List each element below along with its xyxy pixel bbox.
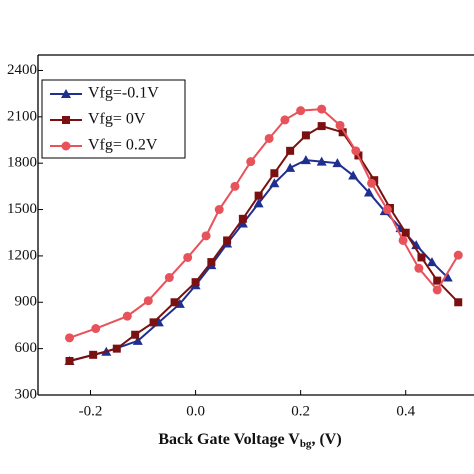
y-tick-label: 2100 (7, 108, 37, 124)
marker (367, 178, 377, 188)
y-tick-label: 300 (15, 386, 38, 402)
marker (301, 131, 310, 140)
marker (61, 141, 71, 151)
x-label-tail: , (V) (311, 431, 341, 448)
legend-label: Vfg= 0V (88, 111, 146, 128)
marker (432, 285, 442, 295)
marker (348, 170, 359, 180)
marker (401, 228, 410, 237)
marker (214, 205, 224, 215)
marker (296, 106, 306, 116)
marker (122, 311, 132, 321)
marker (317, 104, 327, 114)
y-tick-label: 2400 (7, 62, 37, 78)
marker (442, 272, 453, 282)
marker (223, 236, 232, 245)
marker (300, 155, 311, 165)
marker (433, 276, 442, 285)
x-tick-label: -0.2 (79, 403, 103, 419)
marker (89, 350, 98, 359)
marker (61, 89, 71, 98)
marker (332, 158, 343, 168)
y-tick-label: 1500 (7, 201, 37, 217)
marker (91, 324, 101, 334)
marker (280, 115, 290, 125)
y-tick-label: 900 (15, 294, 38, 310)
marker (254, 191, 263, 200)
marker (317, 122, 326, 131)
marker (230, 181, 240, 191)
marker (201, 231, 211, 241)
marker (246, 157, 256, 167)
marker (131, 330, 140, 339)
marker (426, 257, 437, 267)
marker (149, 318, 158, 327)
x-label-main: Back Gate Voltage V (158, 431, 300, 448)
y-tick-label: 1200 (7, 247, 37, 263)
marker (164, 273, 174, 283)
legend-label: Vfg=-0.1V (88, 85, 159, 102)
marker (453, 250, 463, 260)
marker (253, 198, 264, 208)
marker (207, 258, 216, 267)
y-tick-label: 1800 (7, 155, 37, 171)
marker (414, 263, 424, 273)
marker (65, 333, 75, 343)
marker (335, 120, 345, 130)
x-tick-label: 0.0 (186, 403, 205, 419)
marker (363, 187, 374, 197)
marker (62, 116, 70, 124)
x-label-sub: bg (300, 438, 312, 450)
marker (398, 235, 408, 245)
marker (132, 335, 143, 345)
marker (237, 218, 248, 228)
marker (65, 357, 74, 365)
marker (286, 146, 295, 155)
series-line (69, 108, 460, 339)
marker (238, 214, 247, 223)
marker (454, 298, 463, 307)
marker (183, 252, 193, 262)
marker (112, 344, 121, 353)
marker (382, 205, 392, 215)
marker (170, 298, 179, 307)
series-line (69, 159, 449, 362)
marker (351, 146, 361, 156)
marker (338, 128, 347, 137)
marker (417, 253, 426, 262)
marker (269, 178, 280, 188)
y-tick-label: 600 (15, 340, 38, 356)
x-axis-label: Back Gate Voltage Vbg, (V) (158, 431, 341, 450)
x-tick-label: 0.2 (291, 403, 310, 419)
x-tick-label: 0.4 (396, 403, 415, 419)
marker (316, 156, 327, 166)
marker (270, 169, 279, 178)
legend-label: Vfg= 0.2V (88, 137, 158, 154)
marker (264, 133, 274, 143)
marker (191, 278, 200, 287)
marker (143, 296, 153, 306)
marker (285, 162, 296, 172)
